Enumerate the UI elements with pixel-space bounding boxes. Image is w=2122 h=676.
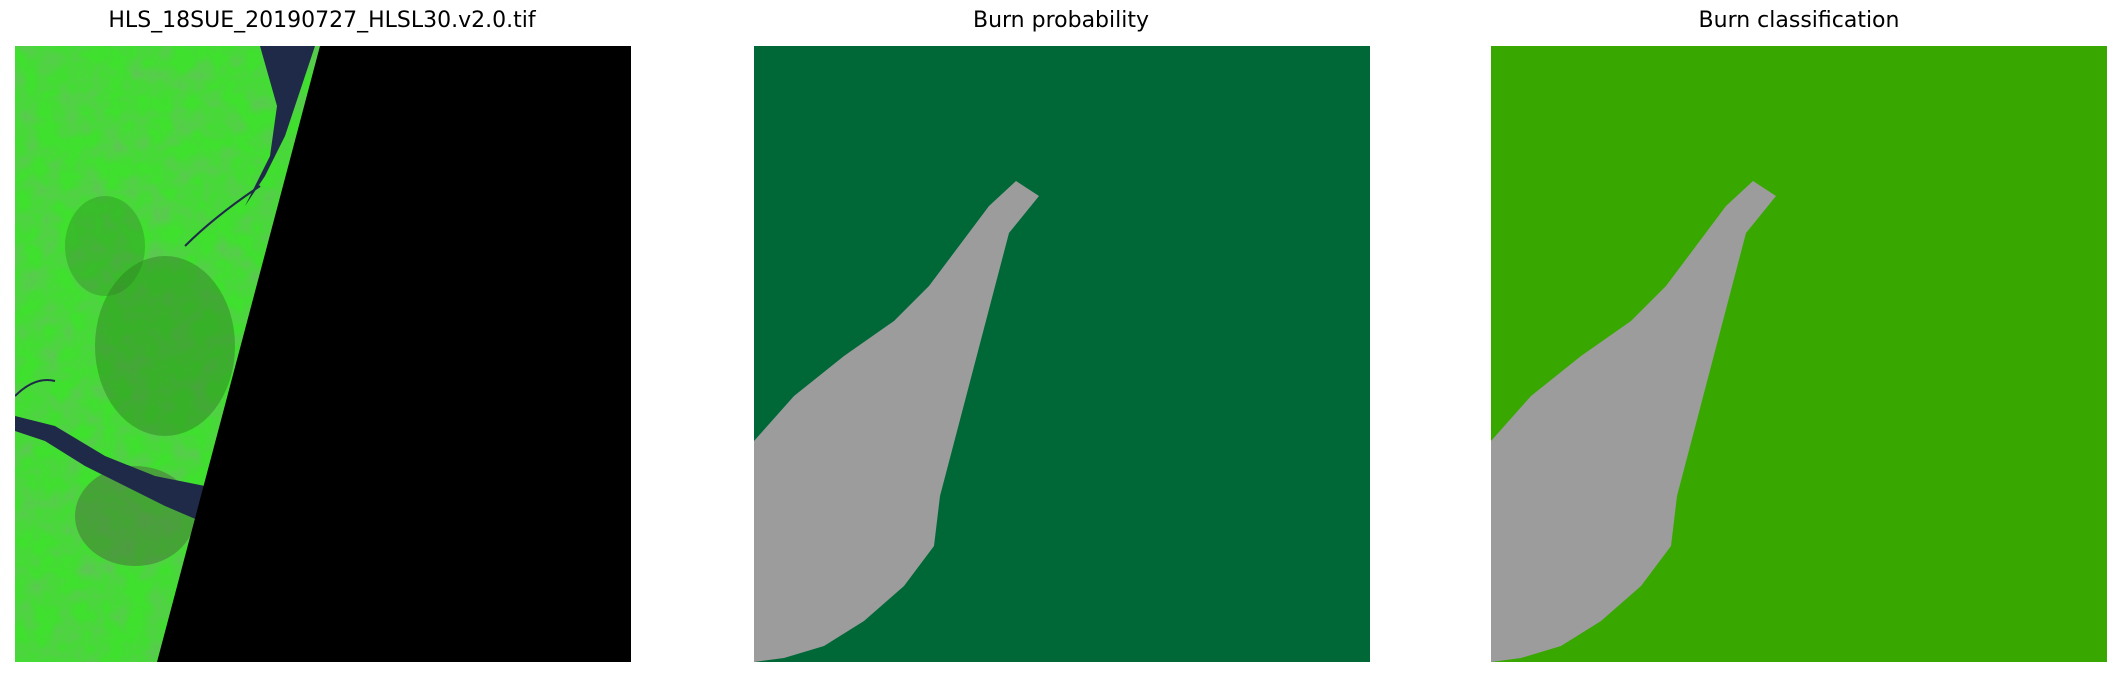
river-top: [245, 46, 315, 206]
cloud-shadow-band: [1491, 181, 1776, 662]
panel-title-burn-probability: Burn probability: [972, 8, 1149, 33]
no-data-region: [157, 46, 631, 662]
panel-title-satellite: HLS_18SUE_20190727_HLSL30.v2.0.tif: [108, 8, 536, 33]
panel-title-burn-classification: Burn classification: [1698, 8, 1900, 33]
cloud-shadow-band: [754, 181, 1039, 662]
burn-classification-panel: [1491, 46, 2107, 662]
satellite-image-panel: [15, 46, 631, 662]
river-bottom: [15, 416, 205, 521]
burn-classification-map: [1491, 46, 2107, 662]
satellite-image: [15, 46, 631, 662]
burn-probability-map: [754, 46, 1370, 662]
burn-probability-panel: [754, 46, 1370, 662]
